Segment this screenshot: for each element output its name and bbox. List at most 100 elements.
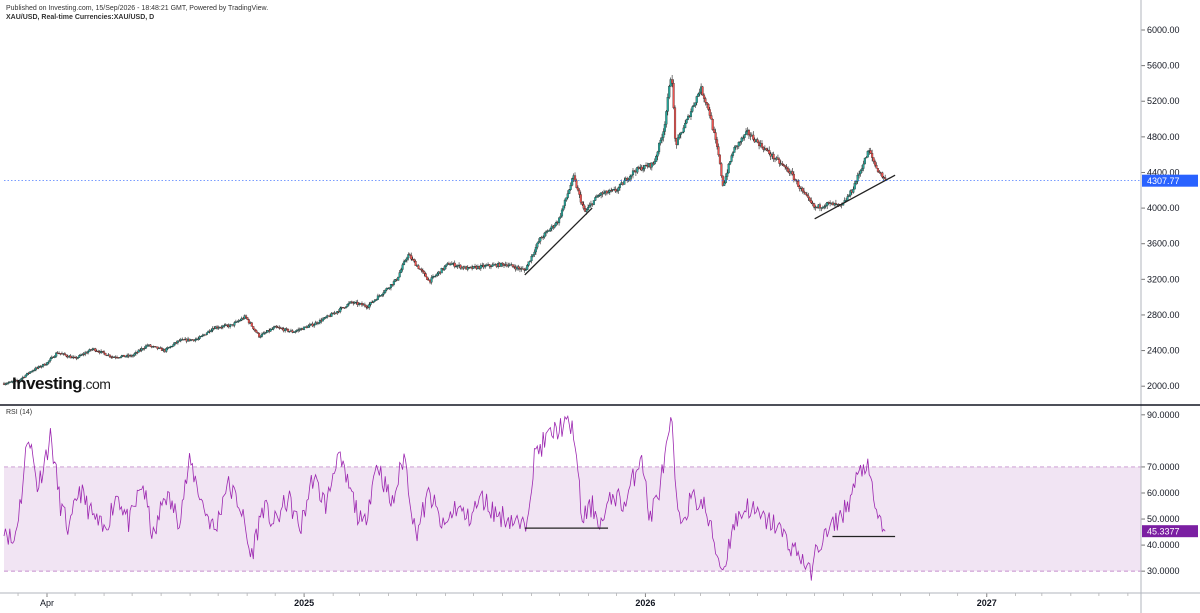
candle [660, 133, 664, 144]
candle-body [400, 269, 403, 273]
candle-body [76, 357, 79, 359]
candle [343, 307, 346, 310]
candle [702, 93, 706, 103]
candle-body [656, 151, 659, 157]
candle-body [713, 129, 716, 133]
candle [172, 342, 175, 347]
time-tick-label: 2027 [977, 598, 997, 608]
candle [772, 151, 775, 162]
candle-body [236, 321, 239, 323]
candle-body [229, 324, 232, 328]
candle [782, 163, 785, 167]
candle-body [685, 119, 688, 124]
candle-body [344, 306, 348, 308]
candle [417, 264, 420, 270]
candle [744, 128, 748, 136]
candle-body [172, 343, 175, 347]
candle-body [168, 347, 171, 349]
candle-body [459, 264, 462, 269]
candle-body [258, 332, 261, 338]
candle-body [526, 265, 529, 270]
candle-body [317, 322, 320, 324]
candle [549, 227, 552, 232]
candle-body [78, 355, 81, 358]
candle-body [347, 302, 350, 305]
candle [568, 188, 571, 195]
candle [369, 301, 372, 307]
candle-body [537, 241, 540, 244]
candle-body [424, 273, 427, 278]
candle-body [595, 196, 598, 198]
candle-body [555, 221, 558, 226]
candle [49, 356, 52, 363]
candle-body [450, 263, 453, 265]
candle [102, 350, 106, 355]
candle-body [869, 150, 872, 154]
candle-body [65, 354, 68, 357]
candle [405, 256, 408, 263]
candle [146, 343, 149, 347]
candle [787, 166, 790, 173]
candle [704, 96, 707, 106]
candle [866, 150, 869, 158]
candle [36, 366, 39, 370]
candle-body [55, 352, 58, 357]
candle [785, 164, 788, 172]
candle [346, 303, 349, 308]
candle [692, 102, 695, 108]
candle [197, 336, 200, 341]
candle [223, 323, 226, 328]
candle-body [397, 276, 400, 281]
candle [298, 327, 301, 332]
candle-body [776, 157, 779, 160]
candle [136, 351, 139, 355]
candle [711, 118, 714, 131]
candle-body [120, 355, 123, 358]
candle-body [308, 324, 311, 327]
time-axis[interactable]: Apr 2025 2026 2027 [17, 593, 1129, 608]
candle [20, 377, 23, 382]
candle-body [295, 330, 298, 332]
candle-body [363, 304, 366, 307]
candle-body [275, 326, 278, 328]
candle-body [684, 122, 687, 129]
candle [555, 220, 558, 227]
candle [210, 328, 213, 333]
candle [292, 331, 295, 333]
candle [402, 259, 406, 266]
candle-body [695, 96, 698, 103]
candle [453, 260, 456, 269]
candle [884, 174, 887, 181]
candle-body [875, 165, 878, 169]
candle [88, 348, 91, 352]
candle [408, 252, 411, 256]
candle-body [682, 127, 685, 133]
candle [681, 131, 684, 134]
candle-body [24, 374, 27, 378]
candle-body [102, 351, 106, 354]
candle [239, 319, 242, 322]
candle-body [730, 155, 733, 162]
candle [539, 236, 542, 245]
candle-body [681, 131, 684, 134]
candle [824, 203, 827, 209]
candle-body [578, 189, 581, 195]
candle-body [376, 295, 379, 300]
candle [259, 335, 262, 339]
candle [658, 142, 661, 155]
candle-body [747, 129, 750, 136]
candle [676, 134, 679, 146]
candle [656, 150, 659, 161]
candle-body [294, 331, 297, 333]
candle [716, 136, 719, 150]
candle [421, 268, 424, 274]
candle-body [801, 187, 804, 192]
candle-body [18, 379, 21, 381]
candle [594, 195, 597, 201]
candle-body [768, 149, 771, 154]
candle [813, 202, 816, 210]
rsi-tick-label: 90.0000 [1147, 410, 1180, 420]
candle [47, 360, 50, 365]
candle [821, 205, 824, 210]
